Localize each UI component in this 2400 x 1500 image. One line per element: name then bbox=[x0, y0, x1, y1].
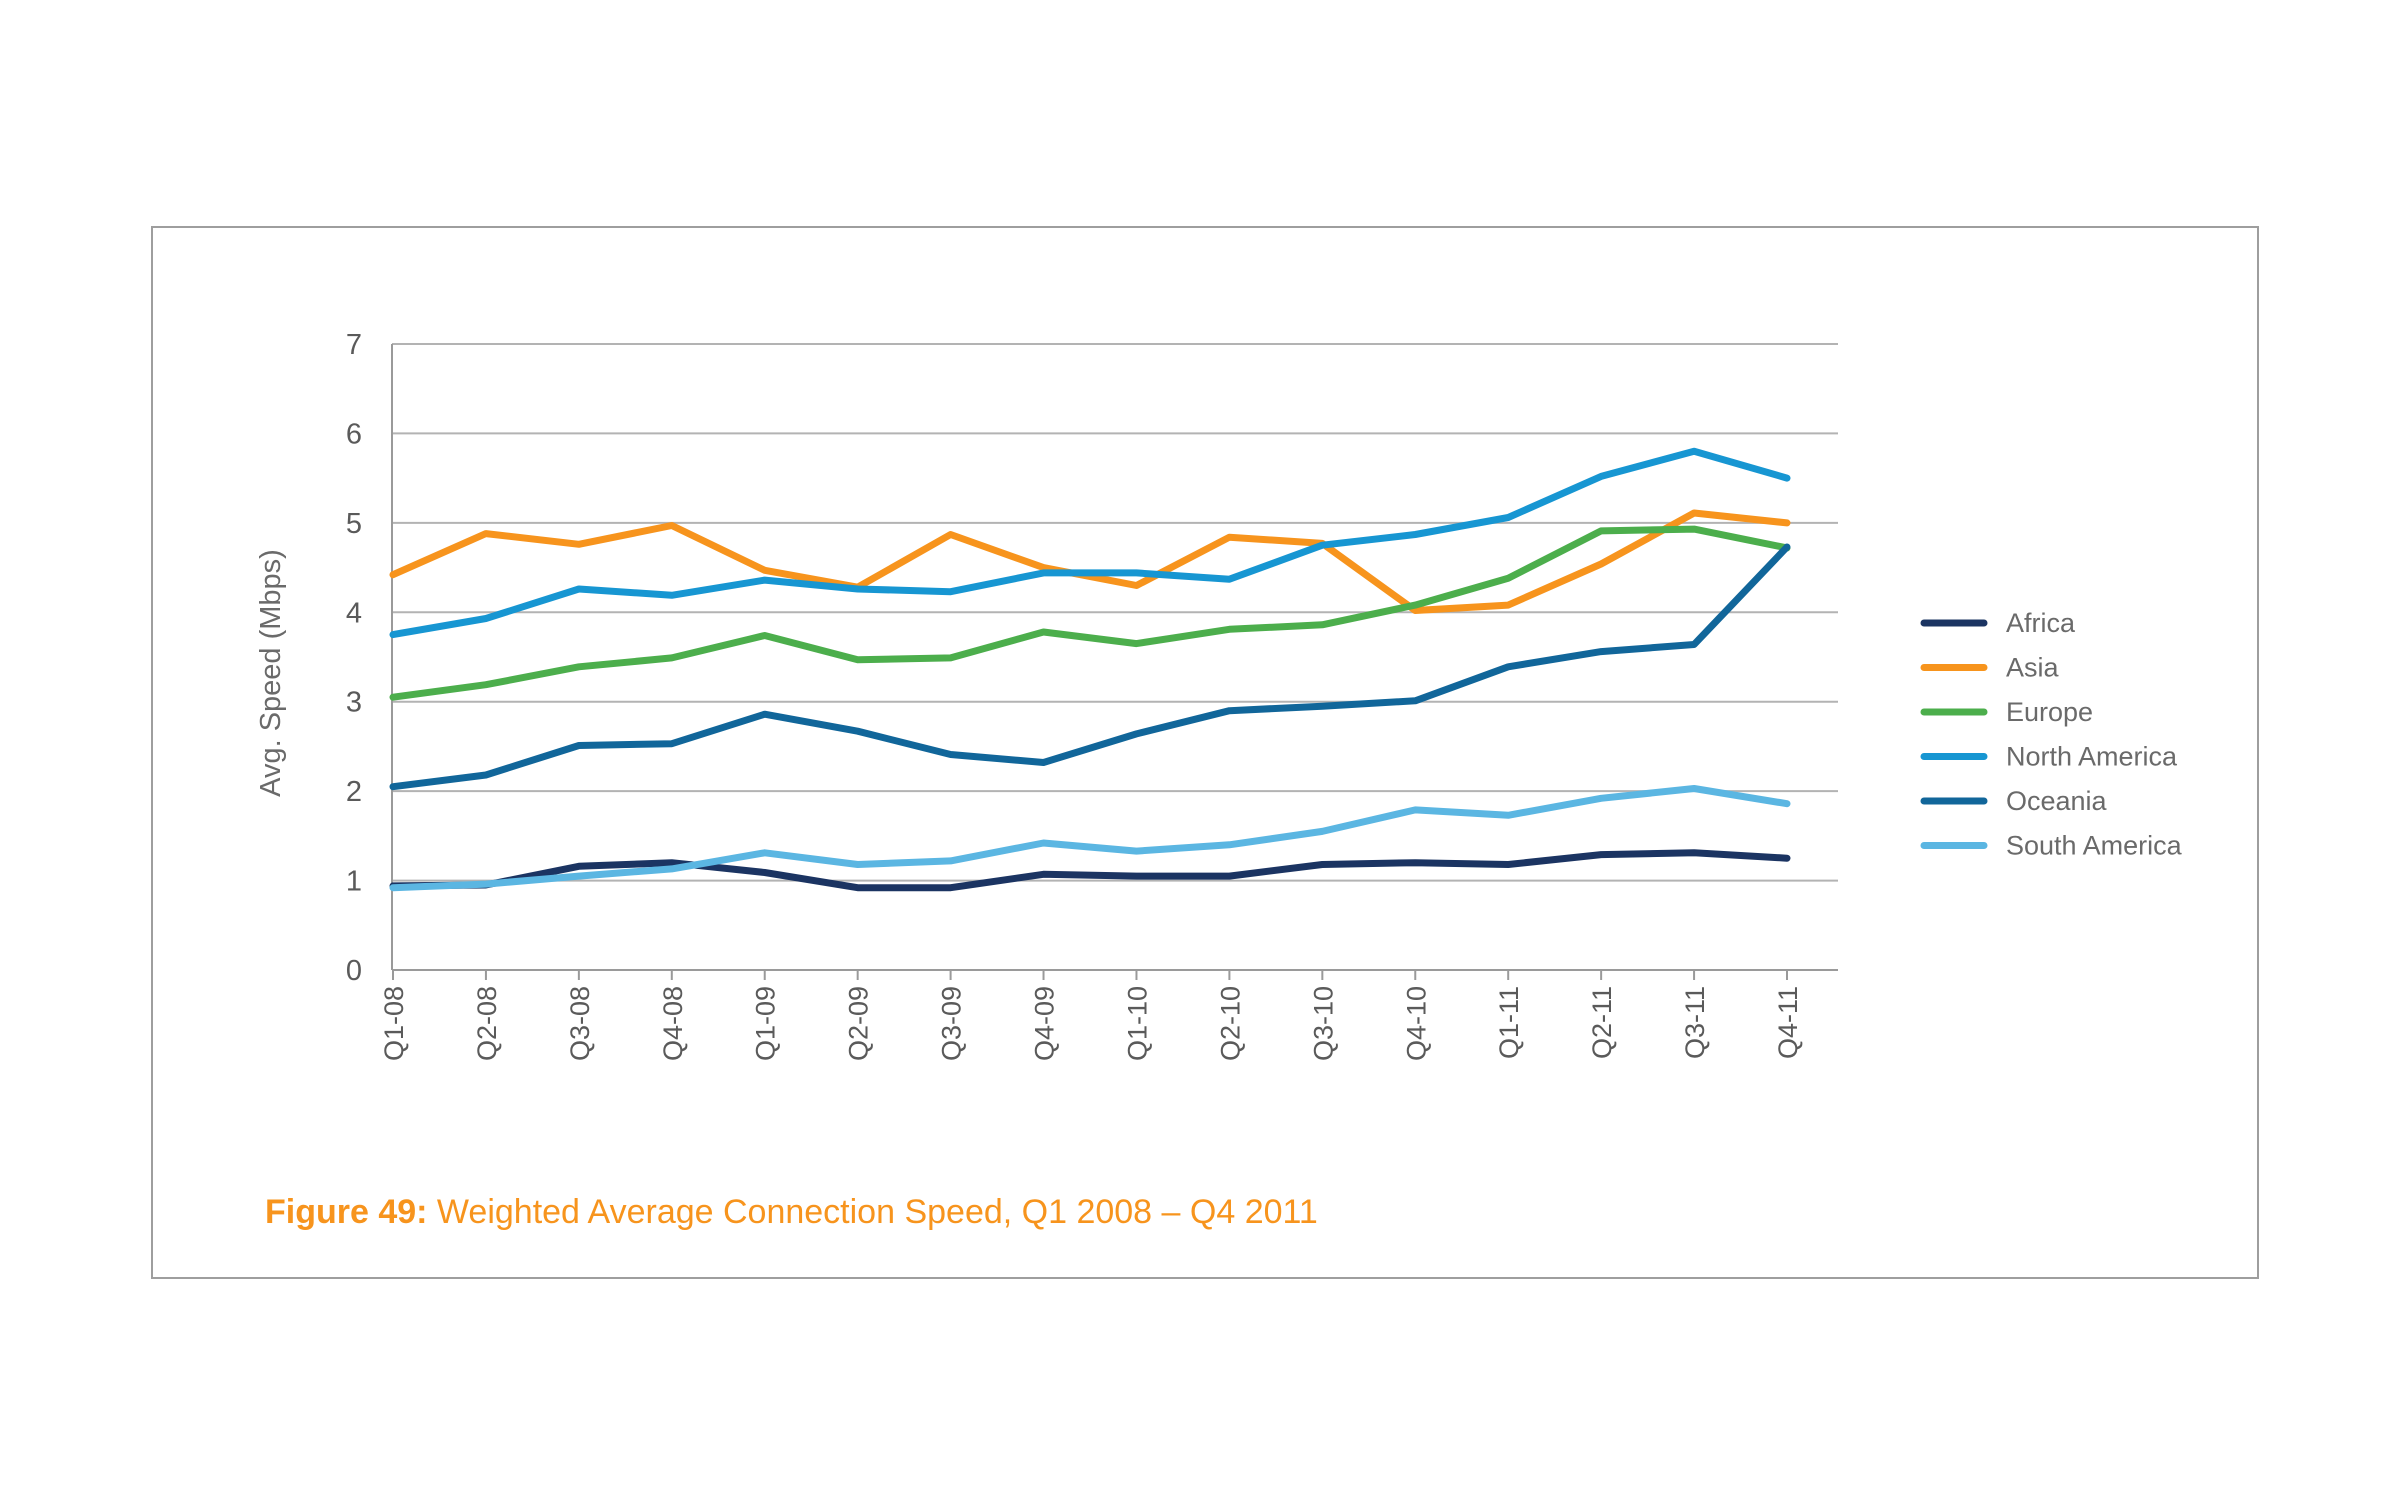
legend-label: South America bbox=[2006, 831, 2183, 861]
series-line-africa bbox=[389, 849, 1791, 892]
figure-caption: Figure 49: Weighted Average Connection S… bbox=[265, 1193, 1318, 1232]
y-tick-label: 6 bbox=[346, 418, 362, 450]
figure-label: Figure 49: bbox=[265, 1193, 428, 1231]
x-tick-label: Q4-11 bbox=[1773, 986, 1803, 1059]
x-tick-label: Q1-09 bbox=[751, 986, 781, 1061]
y-tick-label: 4 bbox=[346, 597, 362, 629]
x-tick-label: Q3-10 bbox=[1308, 986, 1338, 1061]
legend-label: Europe bbox=[2006, 697, 2093, 727]
figure-frame bbox=[151, 226, 2259, 1279]
series-line-north-america bbox=[389, 447, 1791, 639]
x-tick-label: Q3-08 bbox=[565, 986, 595, 1061]
x-tick-label: Q3-09 bbox=[937, 986, 967, 1061]
y-tick-label: 1 bbox=[346, 866, 362, 898]
x-tick-label: Q3-11 bbox=[1680, 986, 1710, 1059]
legend-label: North America bbox=[2006, 742, 2178, 772]
legend-label: Africa bbox=[2006, 608, 2076, 638]
legend: Africa Asia Europe North America Oceania Sout… bbox=[1920, 608, 2183, 861]
x-tick-label: Q4-09 bbox=[1030, 986, 1060, 1061]
x-tick-label: Q2-09 bbox=[844, 986, 874, 1061]
gridlines bbox=[392, 343, 1838, 882]
axes bbox=[391, 344, 1838, 980]
x-tick-label: Q4-10 bbox=[1401, 986, 1431, 1061]
y-tick-label: 5 bbox=[346, 508, 362, 540]
y-tick-label: 3 bbox=[346, 687, 362, 719]
series-line-south-america bbox=[389, 785, 1791, 892]
series-lines bbox=[389, 447, 1791, 892]
y-tick-label: 0 bbox=[346, 955, 362, 987]
x-tick-label: Q1-08 bbox=[379, 986, 409, 1061]
y-tick-labels: 0 1 2 3 4 5 6 7 bbox=[346, 329, 362, 987]
legend-label: Oceania bbox=[2006, 786, 2108, 816]
y-axis-label: Avg. Speed (Mbps) bbox=[255, 549, 287, 797]
x-tick-label: Q4-08 bbox=[658, 986, 688, 1061]
series-line-oceania bbox=[389, 543, 1791, 791]
legend-label: Asia bbox=[2006, 653, 2060, 683]
x-tick-label: Q2-11 bbox=[1587, 986, 1617, 1059]
x-tick-label: Q1-10 bbox=[1122, 986, 1152, 1061]
caption-text: Weighted Average Connection Speed, Q1 20… bbox=[427, 1193, 1318, 1231]
y-tick-label: 7 bbox=[346, 329, 362, 361]
x-tick-label: Q2-10 bbox=[1215, 986, 1245, 1061]
y-tick-label: 2 bbox=[346, 776, 362, 808]
x-tick-label: Q1-11 bbox=[1494, 986, 1524, 1059]
x-tick-labels: Q1-08 Q2-08 Q3-08 Q4-08 Q1-09 Q2-09 Q3-09 Q4-09… bbox=[379, 986, 1803, 1061]
x-tick-label: Q2-08 bbox=[472, 986, 502, 1061]
series-line-asia bbox=[389, 509, 1791, 614]
series-line-europe bbox=[389, 525, 1791, 701]
